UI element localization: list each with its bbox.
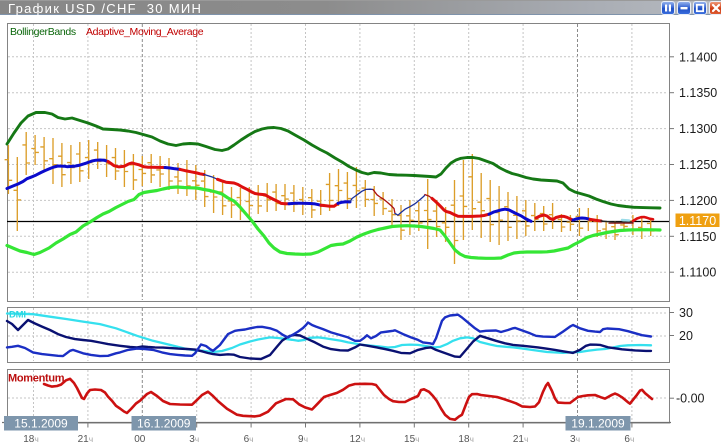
- svg-text:20: 20: [679, 329, 693, 343]
- svg-text:18ч: 18ч: [458, 434, 474, 445]
- svg-text:30: 30: [679, 306, 693, 320]
- svg-text:1.1200: 1.1200: [679, 194, 717, 208]
- svg-text:3ч: 3ч: [570, 434, 580, 445]
- svg-text:6ч: 6ч: [624, 434, 634, 445]
- svg-text:1.1170: 1.1170: [679, 214, 716, 228]
- svg-text:1.1350: 1.1350: [679, 86, 717, 100]
- svg-text:15.1.2009: 15.1.2009: [14, 417, 68, 431]
- svg-text:15ч: 15ч: [404, 434, 420, 445]
- svg-text:-0.00: -0.00: [676, 392, 705, 406]
- svg-text:DMI: DMI: [9, 310, 26, 321]
- svg-text:6ч: 6ч: [244, 434, 254, 445]
- svg-text:16.1.2009: 16.1.2009: [137, 417, 191, 431]
- svg-text:BollingerBands: BollingerBands: [10, 26, 76, 38]
- svg-text:9ч: 9ч: [298, 434, 308, 445]
- svg-text:1.1300: 1.1300: [679, 122, 717, 136]
- svg-text:21ч: 21ч: [78, 434, 94, 445]
- svg-text:1.1100: 1.1100: [679, 266, 716, 280]
- svg-text:1.1150: 1.1150: [679, 230, 716, 244]
- svg-text:1.1250: 1.1250: [679, 158, 717, 172]
- svg-text:12ч: 12ч: [350, 434, 366, 445]
- svg-text:18ч: 18ч: [23, 434, 39, 445]
- svg-text:1.1400: 1.1400: [679, 50, 717, 64]
- svg-text:Momentum: Momentum: [8, 373, 65, 385]
- svg-text:21ч: 21ч: [513, 434, 529, 445]
- svg-text:Adaptive_Moving_Average: Adaptive_Moving_Average: [86, 26, 204, 38]
- svg-text:19.1.2009: 19.1.2009: [571, 417, 625, 431]
- svg-text:3ч: 3ч: [189, 434, 199, 445]
- svg-text:00: 00: [134, 434, 146, 445]
